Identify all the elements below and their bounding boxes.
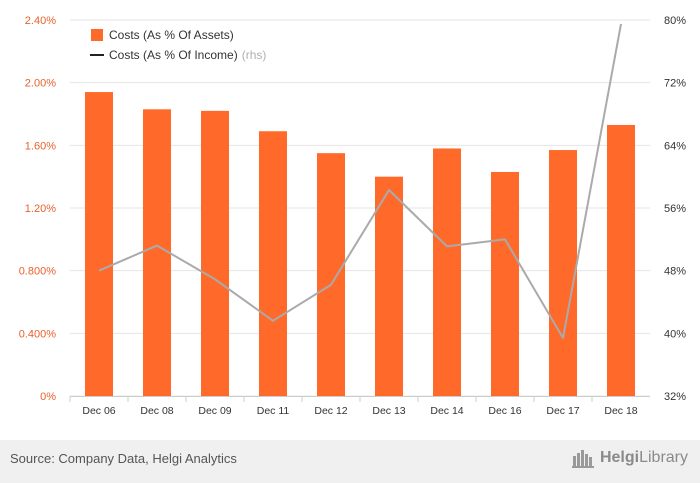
y-left-tick-label: 0% [40, 391, 56, 403]
chart-area: 0% 0.400% 0.800% 1.20% 1.60% 2.00% 2.40% 32% 40%… [0, 0, 700, 440]
y-left-tick-label: 1.60% [25, 140, 56, 152]
bar-dec-17[interactable] [549, 150, 577, 396]
legend-label-income: Costs (As % Of Income) (rhs) [109, 48, 266, 62]
x-tick-label: Dec 13 [372, 405, 405, 417]
bar-dec-18[interactable] [607, 124, 635, 396]
legend: Costs (As % Of Assets) Costs (As % Of In… [90, 28, 266, 62]
y-right-tick-label: 48% [664, 266, 686, 278]
y-right-tick-label: 64% [664, 140, 686, 152]
footer: Source: Company Data, Helgi Analytics He… [0, 440, 700, 483]
y-left-tick-label: 1.20% [25, 203, 56, 215]
line-point[interactable] [155, 244, 159, 248]
legend-label-assets: Costs (As % Of Assets) [109, 28, 234, 42]
y-right-tick-label: 80% [664, 15, 686, 27]
brand-logo[interactable]: HelgiLibrary [571, 448, 688, 468]
x-tick-label: Dec 11 [257, 405, 290, 417]
line-point[interactable] [329, 283, 333, 287]
x-tick-label: Dec 09 [198, 405, 231, 417]
legend-swatch-assets [91, 29, 103, 41]
line-point[interactable] [97, 269, 101, 273]
y-right-tick-label: 72% [664, 78, 686, 90]
x-tick-label: Dec 18 [604, 405, 637, 417]
y-left-tick-label: 2.40% [25, 15, 56, 27]
bar-dec-06[interactable] [85, 92, 113, 397]
x-tick-label: Dec 06 [82, 405, 115, 417]
x-tick-label: Dec 12 [314, 405, 347, 417]
x-tick-label: Dec 16 [488, 405, 521, 417]
y-left-tick-label: 0.800% [19, 266, 57, 278]
x-tick-label: Dec 08 [140, 405, 173, 417]
bar-dec-14[interactable] [433, 148, 461, 396]
line-point[interactable] [445, 244, 449, 248]
bar-dec-12[interactable] [317, 153, 345, 396]
y-right-tick-label: 32% [664, 391, 686, 403]
bar-dec-11[interactable] [259, 131, 287, 396]
line-point[interactable] [387, 188, 391, 192]
chart-svg: 0% 0.400% 0.800% 1.20% 1.60% 2.00% 2.40% 32% 40%… [19, 15, 687, 417]
y-left-tick-label: 0.400% [19, 328, 57, 340]
y-right-tick-label: 40% [664, 328, 686, 340]
line-point[interactable] [213, 277, 217, 281]
line-point[interactable] [271, 319, 275, 323]
source-text: Source: Company Data, Helgi Analytics [10, 451, 237, 466]
bar-dec-08[interactable] [143, 109, 171, 397]
line-point[interactable] [561, 336, 565, 340]
bar-dec-13[interactable] [375, 176, 403, 396]
bar-dec-16[interactable] [491, 171, 519, 396]
brand-name: HelgiLibrary [599, 449, 688, 466]
x-tick-label: Dec 17 [546, 405, 579, 417]
line-point[interactable] [503, 237, 507, 241]
line-point[interactable] [619, 22, 623, 26]
y-right-tick-label: 56% [664, 203, 686, 215]
line-costs-income[interactable] [98, 23, 622, 340]
bar-dec-09[interactable] [201, 110, 229, 396]
library-icon [571, 450, 594, 468]
x-tick-label: Dec 14 [430, 405, 463, 417]
y-left-tick-label: 2.00% [25, 78, 56, 90]
